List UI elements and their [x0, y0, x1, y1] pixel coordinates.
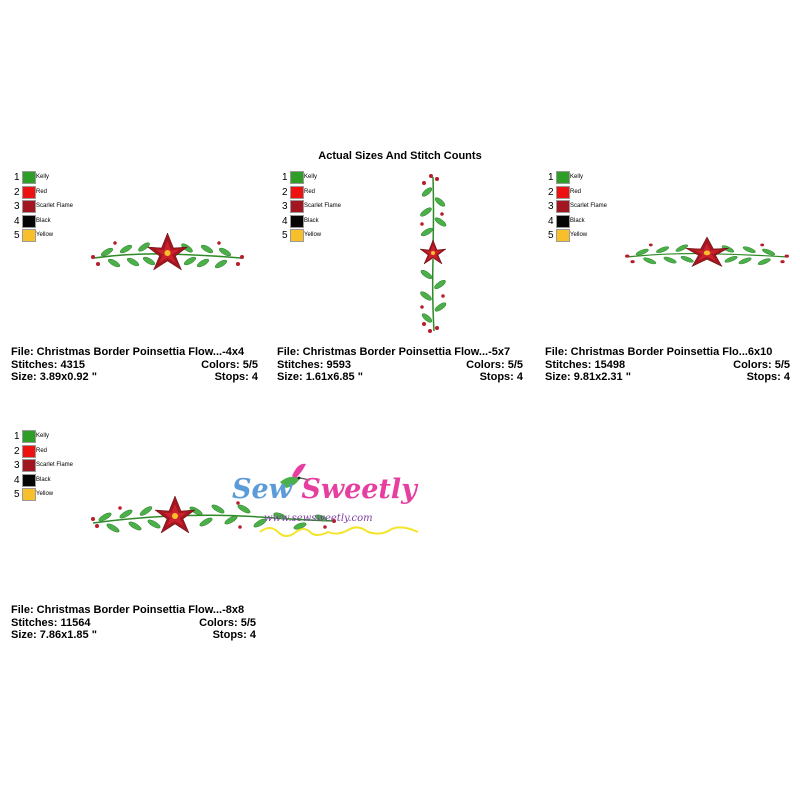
thread-color-name: Yellow: [304, 232, 322, 238]
design-size: Size: 1.61x6.85 ": [277, 371, 363, 383]
design-size: Size: 7.86x1.85 ": [11, 629, 97, 641]
color-swatch: [290, 214, 304, 228]
color-swatch: [556, 200, 570, 213]
legend-number: 5: [14, 230, 20, 241]
design-preview-6x10: [624, 236, 790, 268]
legend-number: 3: [548, 201, 554, 212]
stop-count: Stops: 4: [479, 371, 523, 383]
thread-color-name: Black: [36, 476, 51, 483]
legend-number: 1: [282, 172, 288, 183]
stitch-count: Stitches: 4315: [11, 358, 85, 371]
design-info-5x7: File: Christmas Border Poinsettia Flow..…: [277, 346, 523, 384]
design-preview-5x7: [419, 174, 447, 333]
stitch-count: Stitches: 15498: [545, 358, 626, 371]
legend-number: 2: [548, 186, 554, 198]
stitch-count: Stitches: 9593: [277, 358, 351, 371]
page-title: Actual Sizes And Stitch Counts: [318, 150, 482, 162]
color-swatch: [556, 214, 570, 228]
thread-color-name: Red: [570, 188, 582, 195]
file-name: File: Christmas Border Poinsettia Flow..…: [11, 604, 245, 616]
color-swatch: [556, 185, 570, 199]
thread-color-name: Red: [36, 447, 48, 454]
logo-word-sew: Sew: [232, 474, 302, 505]
legend-number: 4: [282, 215, 288, 227]
color-swatch: [22, 444, 36, 458]
hummingbird-icon: [280, 463, 311, 488]
logo-word-sweetly: Sweetly: [301, 474, 417, 505]
color-swatch: [290, 200, 304, 213]
color-swatch: [22, 171, 36, 184]
color-swatch: [22, 473, 36, 487]
logo-wordmark: Sew Sweetly: [232, 474, 417, 505]
thread-color-name: Red: [304, 188, 316, 195]
legend-number: 4: [548, 215, 554, 227]
thread-color-name: Yellow: [570, 232, 588, 238]
thread-color-name: Scarlet Flame: [36, 462, 74, 468]
thread-color-name: Scarlet Flame: [304, 203, 342, 209]
color-count: Colors: 5/5: [733, 358, 790, 371]
legend-number: 3: [282, 201, 288, 212]
design-preview-4x4: [90, 232, 245, 271]
design-info-6x10: File: Christmas Border Poinsettia Flo...…: [545, 346, 790, 384]
thread-color-name: Yellow: [36, 491, 54, 497]
thread-color-name: Black: [304, 217, 319, 224]
thread-swirl-decoration: [259, 526, 419, 537]
color-count: Colors: 5/5: [201, 358, 258, 371]
color-swatch: [290, 229, 304, 242]
color-swatch: [290, 185, 304, 199]
stitch-count: Stitches: 11564: [11, 616, 91, 629]
stop-count: Stops: 4: [214, 371, 258, 383]
thread-color-name: Black: [36, 217, 51, 224]
legend-number: 5: [14, 489, 20, 500]
thread-color-name: Kelly: [570, 174, 584, 180]
file-name: File: Christmas Border Poinsettia Flo...…: [545, 346, 773, 358]
legend-number: 1: [14, 431, 20, 442]
design-size: Size: 3.89x0.92 ": [11, 371, 97, 383]
color-swatch: [22, 214, 36, 228]
logo-url: www.sewsweetly.com: [264, 513, 373, 524]
file-name: File: Christmas Border Poinsettia Flow..…: [277, 346, 511, 358]
thread-color-name: Red: [36, 188, 48, 195]
legend-number: 2: [14, 445, 20, 457]
poinsettia-border-art: [91, 495, 336, 534]
poinsettia-vertical-art: [419, 174, 447, 333]
color-swatch: [22, 200, 36, 213]
color-swatch: [290, 171, 304, 184]
thread-color-name: Scarlet Flame: [36, 203, 74, 209]
legend-number: 4: [14, 215, 20, 227]
color-swatch: [22, 430, 36, 443]
thread-color-name: Black: [570, 217, 585, 224]
legend-number: 2: [282, 186, 288, 198]
legend-number: 1: [548, 172, 554, 183]
legend-number: 1: [14, 172, 20, 183]
color-swatch: [22, 185, 36, 199]
legend-number: 3: [14, 201, 20, 212]
sew-sweetly-logo: Sew Sweetly www.sewsweetly.com: [222, 460, 422, 540]
color-count: Colors: 5/5: [199, 616, 256, 629]
thread-color-name: Kelly: [36, 174, 50, 180]
legend-number: 4: [14, 474, 20, 486]
color-swatch: [556, 171, 570, 184]
design-info-4x4: File: Christmas Border Poinsettia Flow..…: [11, 346, 258, 384]
stop-count: Stops: 4: [212, 629, 256, 641]
color-count: Colors: 5/5: [466, 358, 523, 371]
design-preview-8x8: [91, 495, 336, 534]
thread-color-name: Kelly: [304, 174, 318, 180]
thread-color-name: Yellow: [36, 232, 54, 238]
color-swatch: [22, 229, 36, 242]
legend-number: 5: [548, 230, 554, 241]
file-name: File: Christmas Border Poinsettia Flow..…: [11, 346, 245, 358]
thread-color-name: Scarlet Flame: [570, 203, 608, 209]
color-swatch: [22, 488, 36, 501]
thread-color-name: Kelly: [36, 433, 50, 439]
color-swatch: [22, 459, 36, 472]
legend-number: 5: [282, 230, 288, 241]
legend-number: 3: [14, 460, 20, 471]
design-info-8x8: File: Christmas Border Poinsettia Flow..…: [11, 604, 256, 642]
stop-count: Stops: 4: [746, 371, 790, 383]
color-swatch: [556, 229, 570, 242]
legend-number: 2: [14, 186, 20, 198]
design-size: Size: 9.81x2.31 ": [545, 371, 631, 383]
